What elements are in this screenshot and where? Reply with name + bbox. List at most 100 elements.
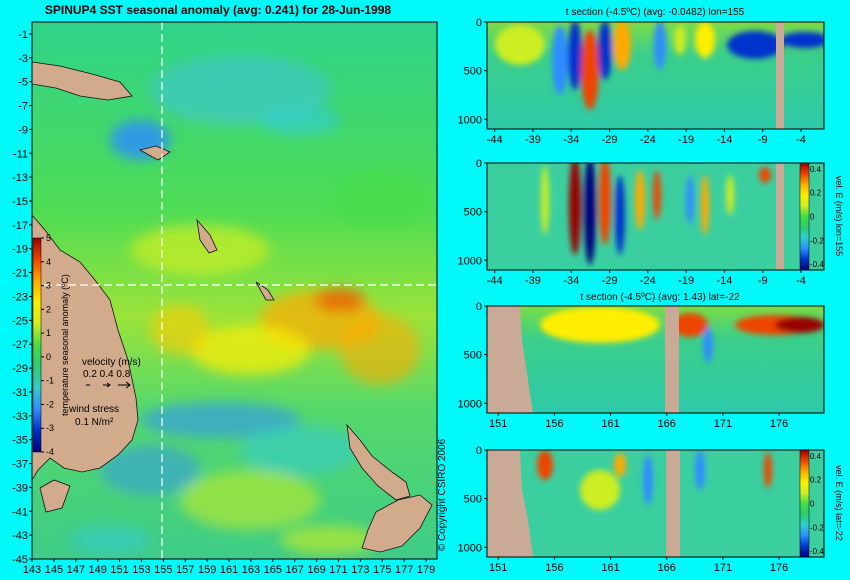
- section4-ticks: 151 156 161 166 171 176 0 500 1000: [458, 445, 789, 574]
- map-x-tick-label: 167: [286, 564, 304, 576]
- section-x-tick-label: -44: [487, 275, 503, 287]
- map-y-tick-label: -25: [12, 315, 28, 327]
- section4-colorbar-label: vel. E (m/s) lat=-22: [834, 465, 844, 541]
- map-x-tick-label: 143: [23, 564, 41, 576]
- map-x-ticks: 143 145 147 149 151 153 155 157 159 161 163 165 167 1…: [23, 559, 435, 576]
- map-x-tick-label: 173: [351, 564, 369, 576]
- map-y-tick-label: -13: [12, 172, 28, 184]
- section1-ticks: -44 -39 -34 -29 -24 -19 -14 -9 -4 0 500 1000: [458, 17, 806, 146]
- section-x-tick-label: 151: [489, 418, 507, 430]
- section3-title: t section (-4.5ºC) (avg: 1.43) lat=-22: [581, 292, 740, 303]
- map-x-tick-label: 147: [67, 564, 85, 576]
- map-y-tick-label: -43: [12, 530, 28, 542]
- section-x-tick-label: 161: [601, 418, 619, 430]
- map-x-tick-label: 151: [110, 564, 128, 576]
- map-y-tick-label: -11: [13, 148, 28, 160]
- map-y-tick-label: -7: [18, 101, 28, 113]
- section-y-tick-label: 500: [464, 66, 482, 78]
- map-x-tick-label: 155: [154, 564, 172, 576]
- sst-colorbar-tick-label: 4: [46, 257, 51, 267]
- section-x-tick-label: -24: [640, 134, 656, 146]
- section-x-tick-label: -4: [796, 275, 806, 287]
- section-x-tick-label: 171: [714, 562, 732, 574]
- sst-colorbar-tick-label: -2: [46, 399, 54, 409]
- section3-ticks: 151 156 161 166 171 176 0 500 1000: [458, 301, 789, 430]
- wind-legend-value: 0.1 N/m²: [75, 417, 114, 428]
- map-x-tick-label: 179: [417, 564, 435, 576]
- map-x-tick-label: 177: [395, 564, 413, 576]
- section-colorbar-tick-label: 0.4: [810, 165, 822, 174]
- section-colorbar-tick-label: 0.4: [810, 452, 822, 461]
- section2-ticks: -44 -39 -34 -29 -24 -19 -14 -9 -4 0 500 1000: [458, 158, 806, 287]
- section-y-tick-label: 1000: [458, 542, 482, 554]
- section-colorbar-tick-label: -0.4: [810, 547, 824, 556]
- section-x-tick-label: -29: [602, 134, 618, 146]
- section-x-tick-label: -19: [678, 275, 694, 287]
- map-x-tick-label: 161: [220, 564, 238, 576]
- section-y-tick-label: 1000: [458, 398, 482, 410]
- map-y-ticks: -1 -3 -5 -7 -9 -11 -13 -15 -17 -19 -21 -23 -25 -27 -29…: [12, 29, 32, 566]
- section-x-tick-label: -34: [563, 275, 579, 287]
- sst-colorbar: 5 4 3 2 1 0 -1 -2 -3 -4 temperature seasonal anom…: [32, 233, 70, 457]
- map-y-tick-label: -17: [12, 220, 28, 232]
- section2-colorbar: 0.4 0.2 0 -0.2 -0.4 vel. E (m/s) lon=155: [799, 162, 844, 271]
- section-y-tick-label: 0: [476, 17, 482, 29]
- section-colorbar-tick-label: -0.2: [810, 236, 824, 245]
- sst-colorbar-label: temperature seasonal anomaly (ºC): [60, 274, 70, 416]
- section-x-tick-label: 161: [601, 562, 619, 574]
- map-x-tick-label: 157: [176, 564, 194, 576]
- section-x-tick-label: 156: [545, 562, 563, 574]
- map-y-tick-label: -19: [12, 244, 28, 256]
- map-y-tick-label: -3: [18, 53, 28, 65]
- section-x-tick-label: -14: [716, 275, 732, 287]
- map-x-tick-label: 169: [307, 564, 325, 576]
- map-y-tick-label: -45: [12, 554, 28, 566]
- map-y-tick-label: -23: [12, 291, 28, 303]
- section1-title: t section (-4.5ºC) (avg: -0.0482) lon=15…: [566, 7, 745, 18]
- section-y-tick-label: 0: [476, 158, 482, 170]
- section-y-tick-label: 0: [476, 445, 482, 457]
- map-y-tick-label: -27: [12, 339, 28, 351]
- section-colorbar-tick-label: 0: [810, 500, 815, 509]
- section-x-tick-label: -9: [758, 275, 768, 287]
- section-y-tick-label: 500: [464, 207, 482, 219]
- section-x-tick-label: 171: [714, 418, 732, 430]
- map-y-tick-label: -29: [12, 363, 28, 375]
- section2-plot: [487, 163, 824, 270]
- sst-colorbar-tick-label: -4: [46, 447, 54, 457]
- section-x-tick-label: -9: [758, 134, 768, 146]
- section-x-tick-label: 166: [658, 562, 676, 574]
- section-x-tick-label: -19: [678, 134, 694, 146]
- section-y-tick-label: 500: [464, 494, 482, 506]
- section-x-tick-label: -39: [525, 134, 541, 146]
- section-y-tick-label: 0: [476, 301, 482, 313]
- section-y-tick-label: 1000: [458, 114, 482, 126]
- map-y-tick-label: -41: [12, 506, 28, 518]
- wind-legend-title: wind stress: [68, 404, 119, 415]
- vector-legend: velocity (m/s) 0.2 0.4 0.8 wind stress 0…: [68, 357, 141, 428]
- section1-plot: [487, 22, 824, 129]
- section-y-tick-label: 500: [464, 350, 482, 362]
- sst-colorbar-tick-label: 1: [46, 328, 51, 338]
- map-y-tick-label: -39: [12, 482, 28, 494]
- map-y-tick-label: -9: [18, 124, 28, 136]
- copyright: © Copyright CSIRO 2006: [437, 438, 448, 551]
- map-y-tick-label: -5: [18, 77, 28, 89]
- section-x-tick-label: 176: [770, 418, 788, 430]
- velocity-legend-values: 0.2 0.4 0.8: [83, 369, 131, 380]
- section-colorbar-tick-label: 0.2: [810, 189, 822, 198]
- sst-colorbar-tick-label: 5: [46, 233, 51, 243]
- section-x-tick-label: 156: [545, 418, 563, 430]
- map-y-tick-label: -35: [12, 435, 28, 447]
- section-x-tick-label: -4: [796, 134, 806, 146]
- map-y-tick-label: -37: [12, 459, 28, 471]
- section-x-tick-label: 166: [658, 418, 676, 430]
- section4-plot: [487, 450, 824, 557]
- map-x-tick-label: 171: [329, 564, 347, 576]
- section-x-tick-label: -44: [487, 134, 503, 146]
- map-y-tick-label: -33: [12, 411, 28, 423]
- map-x-tick-label: 153: [132, 564, 150, 576]
- map-title: SPINUP4 SST seasonal anomaly (avg: 0.241…: [45, 3, 391, 17]
- map-y-tick-label: -31: [12, 387, 28, 399]
